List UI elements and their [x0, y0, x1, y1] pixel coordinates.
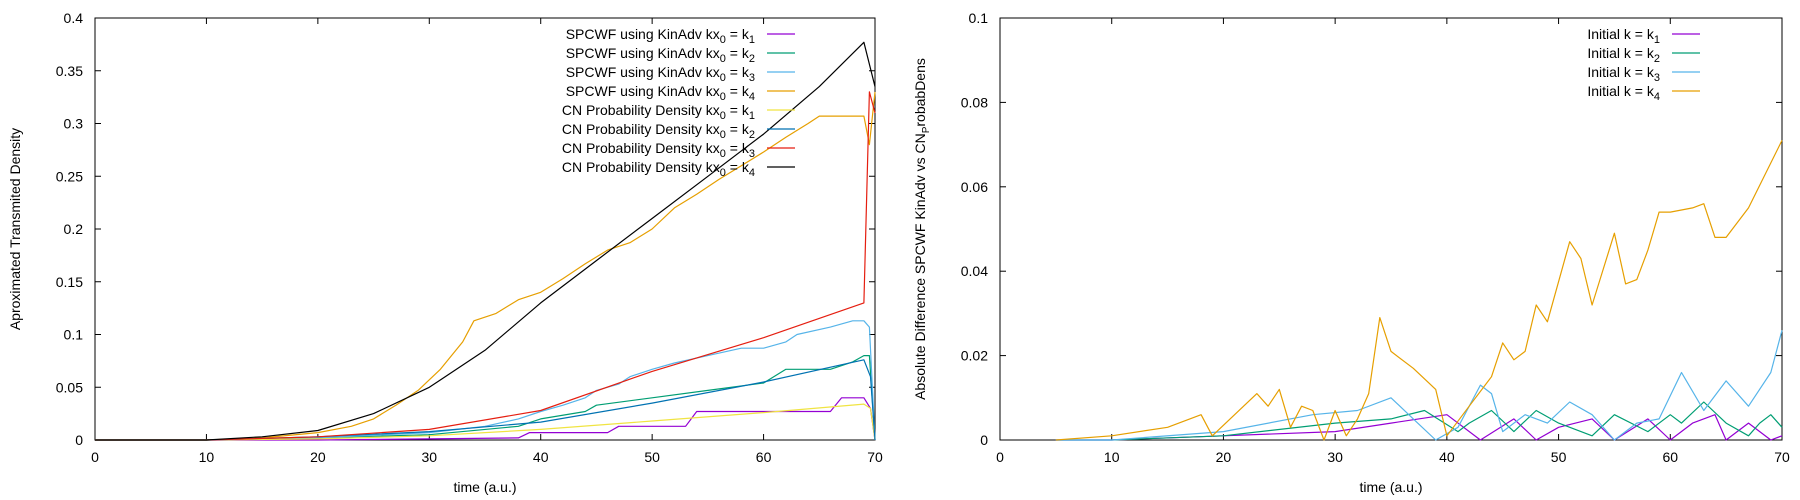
legend-label-1: Initial k = k1 [1587, 26, 1660, 46]
right-y-label-pre: Absolute Difference SPCWF KinAdv vs CN [912, 133, 928, 400]
legend-label-1: SPCWF using KinAdv kx0 = k1 [566, 26, 755, 46]
legend-label-6: CN Probability Density kx0 = k2 [562, 121, 755, 141]
y-tick-label: 0.3 [64, 116, 84, 132]
x-tick-label: 50 [1551, 449, 1567, 465]
x-tick-label: 30 [1327, 449, 1343, 465]
y-tick-label: 0.2 [64, 221, 84, 237]
y-tick-label: 0.4 [64, 10, 84, 26]
left-y-tick-labels: 0 0.05 0.1 0.15 0.2 0.25 0.3 0.35 0.4 [56, 10, 83, 448]
right-y-label-post: robabDens [912, 58, 928, 127]
y-tick-label: 0.25 [56, 168, 83, 184]
right-chart: 0 10 20 30 40 50 60 70 0 0.02 0.04 0.06 0.08 0.1 tim… [912, 10, 1790, 495]
legend-label-8: CN Probability Density kx0 = k4 [562, 159, 755, 179]
left-series [95, 41, 876, 441]
series-line-2 [95, 355, 876, 441]
legend-label-5: CN Probability Density kx0 = k1 [562, 102, 755, 122]
x-tick-label: 0 [91, 449, 99, 465]
left-plot-frame [94, 17, 876, 441]
series-line-4 [95, 91, 876, 441]
series-line-8 [95, 41, 876, 441]
x-tick-label: 10 [1104, 449, 1120, 465]
right-plot-frame [999, 17, 1783, 441]
x-tick-label: 70 [867, 449, 883, 465]
y-tick-label: 0.1 [64, 327, 84, 343]
x-tick-label: 0 [996, 449, 1004, 465]
series-line-2 [1055, 401, 1783, 441]
x-tick-label: 40 [1439, 449, 1455, 465]
y-tick-label: 0.02 [961, 348, 988, 364]
x-tick-label: 60 [1662, 449, 1678, 465]
legend-label-2: Initial k = k2 [1587, 45, 1660, 65]
y-tick-label: 0.05 [56, 379, 83, 395]
right-y-label-sub: P [921, 126, 932, 133]
x-tick-label: 20 [1216, 449, 1232, 465]
legend-label-4: Initial k = k4 [1587, 83, 1660, 103]
legend-label-4: SPCWF using KinAdv kx0 = k4 [566, 83, 755, 103]
series-line-5 [95, 403, 876, 441]
legend-label-2: SPCWF using KinAdv kx0 = k2 [566, 45, 755, 65]
series-line-6 [95, 359, 876, 441]
series-line-7 [95, 91, 876, 441]
x-tick-label: 30 [421, 449, 437, 465]
legend-label-7: CN Probability Density kx0 = k3 [562, 140, 755, 160]
y-tick-label: 0 [980, 432, 988, 448]
x-tick-label: 70 [1774, 449, 1790, 465]
right-y-axis-label: Absolute Difference SPCWF KinAdv vs CNPr… [912, 58, 932, 400]
series-line-3 [1055, 330, 1783, 441]
y-tick-label: 0.35 [56, 63, 83, 79]
legend-label-3: SPCWF using KinAdv kx0 = k3 [566, 64, 755, 84]
y-tick-label: 0.06 [961, 179, 988, 195]
left-x-tick-labels: 0 10 20 30 40 50 60 70 [91, 449, 883, 465]
left-tick-marks [94, 17, 876, 441]
y-tick-label: 0.15 [56, 274, 83, 290]
x-tick-label: 20 [310, 449, 326, 465]
x-tick-label: 50 [644, 449, 660, 465]
right-tick-marks [999, 17, 1783, 441]
right-y-tick-labels: 0 0.02 0.04 0.06 0.08 0.1 [961, 10, 988, 448]
right-series [1055, 140, 1783, 441]
right-x-axis-label: time (a.u.) [1359, 479, 1422, 495]
y-tick-label: 0.1 [969, 10, 989, 26]
y-tick-label: 0 [75, 432, 83, 448]
y-tick-label: 0.04 [961, 263, 988, 279]
legend-label-3: Initial k = k3 [1587, 64, 1660, 84]
left-x-axis-label: time (a.u.) [453, 479, 516, 495]
x-tick-label: 60 [756, 449, 772, 465]
left-chart: 0 10 20 30 40 50 60 70 0 0.05 0.1 0.15 0.2 0.25 0.3 0.… [7, 10, 883, 495]
series-line-1 [95, 397, 876, 441]
series-line-4 [1055, 140, 1783, 441]
right-x-tick-labels: 0 10 20 30 40 50 60 70 [996, 449, 1790, 465]
y-tick-label: 0.08 [961, 94, 988, 110]
left-y-axis-label: Aproximated Transmited Density [7, 128, 23, 330]
series-line-3 [95, 320, 876, 441]
x-tick-label: 40 [533, 449, 549, 465]
x-tick-label: 10 [199, 449, 215, 465]
